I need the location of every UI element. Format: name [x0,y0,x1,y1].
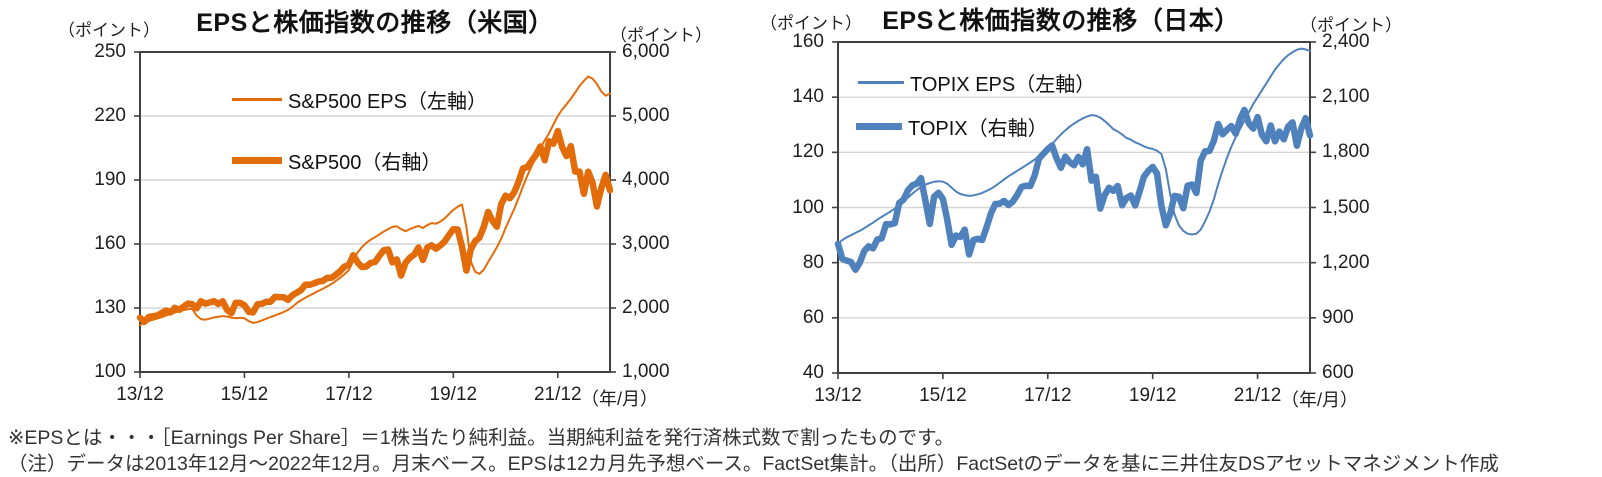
left-axis-tick-label: 120 [792,141,824,163]
footnote-source: （注）データは2013年12月～2022年12月。月末ベース。EPSは12カ月先… [8,453,1499,475]
x-axis-tick-label: 19/12 [1128,385,1177,406]
us-legend-eps-label: S&P500 EPS（左軸） [288,91,487,113]
right-axis-tick-label: 2,400 [1322,31,1370,52]
us-left-axis-unit: （ポイント） [58,21,160,40]
right-axis-tick-label: 2,000 [622,297,670,318]
jp-index-line-swatch [856,123,902,130]
left-axis-tick-label: 80 [802,251,824,273]
jp-right-axis-unit: （ポイント） [1300,16,1402,35]
right-axis-tick-label: 4,000 [622,169,670,190]
x-axis-tick-label: 13/12 [116,384,164,405]
right-axis-tick-label: 1,000 [622,361,670,382]
right-axis-tick-label: 3,000 [622,233,670,254]
left-axis-tick-label: 250 [94,41,126,62]
left-axis-tick-label: 100 [792,196,824,218]
x-axis-tick-label: 21/12 [1233,385,1282,406]
x-axis-tick-label: 15/12 [919,385,967,406]
us-index-line-swatch [232,157,282,164]
x-axis-tick-label: 15/12 [220,384,269,405]
jp-legend-eps-label: TOPIX EPS（左軸） [910,74,1096,96]
right-axis-tick-label: 2,100 [1322,86,1370,108]
footnote-eps-definition: ※EPSとは・・・［Earnings Per Share］＝1株当たり純利益。当… [8,427,955,449]
right-axis-tick-label: 900 [1322,306,1354,328]
x-axis-tick-label: 13/12 [814,385,862,406]
us-plot-area [134,51,616,378]
us-legend-index: S&P500（右軸） [232,146,441,175]
left-axis-tick-label: 130 [94,297,126,318]
jp-eps-line-swatch [858,81,904,84]
jp-plot-area [832,41,1316,379]
left-axis-tick-label: 100 [94,361,126,382]
us-legend-eps: S&P500 EPS（左軸） [232,85,487,114]
left-axis-tick-label: 160 [94,233,126,254]
right-axis-tick-label: 600 [1322,362,1354,383]
us-chart-title: EPSと株価指数の推移（米国） [196,9,554,37]
jp-x-axis-unit: （年/月） [1281,390,1359,410]
left-axis-tick-label: 190 [94,169,126,190]
x-axis-tick-label: 17/12 [325,384,373,405]
jp-left-axis-unit: （ポイント） [760,14,862,33]
us-eps-line-swatch [232,98,282,101]
left-axis-tick-label: 220 [94,105,126,126]
x-axis-tick-label: 21/12 [533,384,582,405]
x-axis-tick-label: 19/12 [429,384,478,405]
jp-legend-eps: TOPIX EPS（左軸） [858,68,1095,97]
right-axis-tick-label: 1,500 [1322,196,1370,218]
jp-legend-index: TOPIX（右軸） [856,112,1048,141]
right-axis-tick-label: 6,000 [622,41,670,62]
left-axis-tick-label: 60 [802,306,824,328]
left-axis-tick-label: 160 [792,31,824,52]
right-axis-tick-label: 1,200 [1322,251,1370,273]
jp-legend-index-label: TOPIX（右軸） [908,118,1048,140]
left-axis-tick-label: 140 [792,86,824,108]
left-axis-tick-label: 40 [802,362,824,383]
jp-chart-title: EPSと株価指数の推移（日本） [882,7,1240,35]
right-axis-tick-label: 1,800 [1322,141,1370,163]
us-right-axis-unit: （ポイント） [610,26,712,45]
us-x-axis-unit: （年/月） [581,389,659,409]
x-axis-tick-label: 17/12 [1023,385,1072,406]
us-legend-index-label: S&P500（右軸） [288,152,442,174]
right-axis-tick-label: 5,000 [622,105,670,126]
